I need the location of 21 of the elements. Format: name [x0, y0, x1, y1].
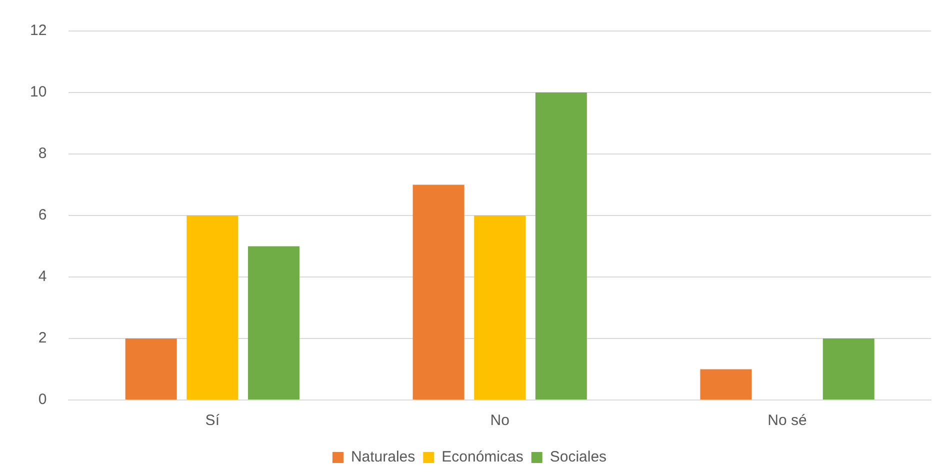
bar: [248, 246, 300, 400]
y-tick-label: 12: [30, 22, 47, 40]
y-tick-label: 10: [30, 84, 47, 101]
bar: [186, 216, 238, 400]
y-tick-label: 4: [38, 268, 47, 286]
bar: [822, 338, 874, 400]
x-tick-label: No: [490, 412, 510, 430]
bar: [474, 216, 526, 400]
legend-label: Naturales: [350, 448, 416, 466]
x-tick-label: No sé: [768, 412, 807, 430]
legend-label: Sociales: [550, 448, 607, 466]
bar: [125, 338, 177, 400]
y-tick-label: 2: [38, 330, 47, 347]
bar: [535, 92, 587, 400]
y-tick-label: 6: [38, 206, 47, 224]
bar: [700, 369, 752, 400]
y-tick-label: 0: [38, 391, 47, 408]
legend-label: Económicas: [442, 448, 524, 466]
bar: [412, 184, 464, 400]
y-tick-label: 8: [38, 145, 47, 162]
x-tick-label: Sí: [205, 412, 220, 430]
